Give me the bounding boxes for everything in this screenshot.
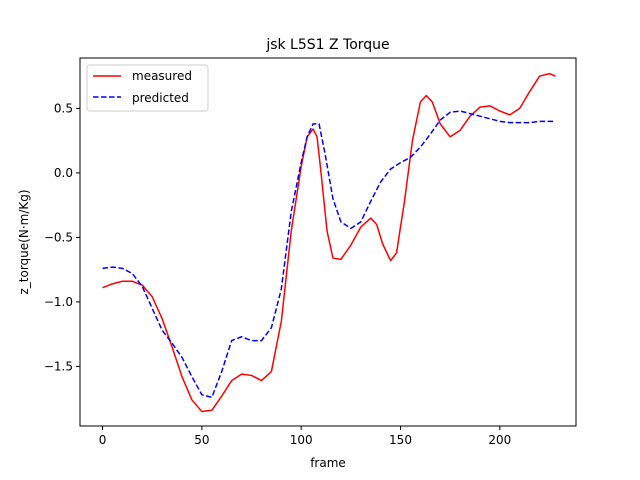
legend-label-predicted: predicted [132, 91, 189, 105]
y-axis-label: z_torque(N·m/Kg) [17, 189, 31, 294]
series-line-predicted [102, 110, 556, 399]
x-tick-label: 100 [290, 433, 313, 447]
y-tick-label: −1.5 [44, 359, 73, 373]
series-line-measured [102, 72, 556, 413]
y-tick-label: −1.0 [44, 295, 73, 309]
y-tick-label: −0.5 [44, 230, 73, 244]
legend: measured predicted [86, 64, 209, 112]
plot-frame [79, 57, 577, 427]
series-layer [102, 72, 556, 413]
x-tick-label: 150 [389, 433, 412, 447]
x-tick-label: 200 [488, 433, 511, 447]
x-axis-label: frame [310, 456, 346, 470]
y-axis-ticks: −1.5 −1.0 −0.5 0.0 0.5 [44, 101, 80, 373]
x-tick-label: 0 [99, 433, 107, 447]
y-tick-label: 0.0 [54, 166, 73, 180]
x-axis-ticks: 0 50 100 150 200 [99, 426, 511, 447]
chart-title: jsk L5S1 Z Torque [265, 37, 389, 53]
y-tick-label: 0.5 [54, 101, 73, 115]
legend-label-measured: measured [132, 69, 192, 83]
x-tick-label: 50 [194, 433, 209, 447]
